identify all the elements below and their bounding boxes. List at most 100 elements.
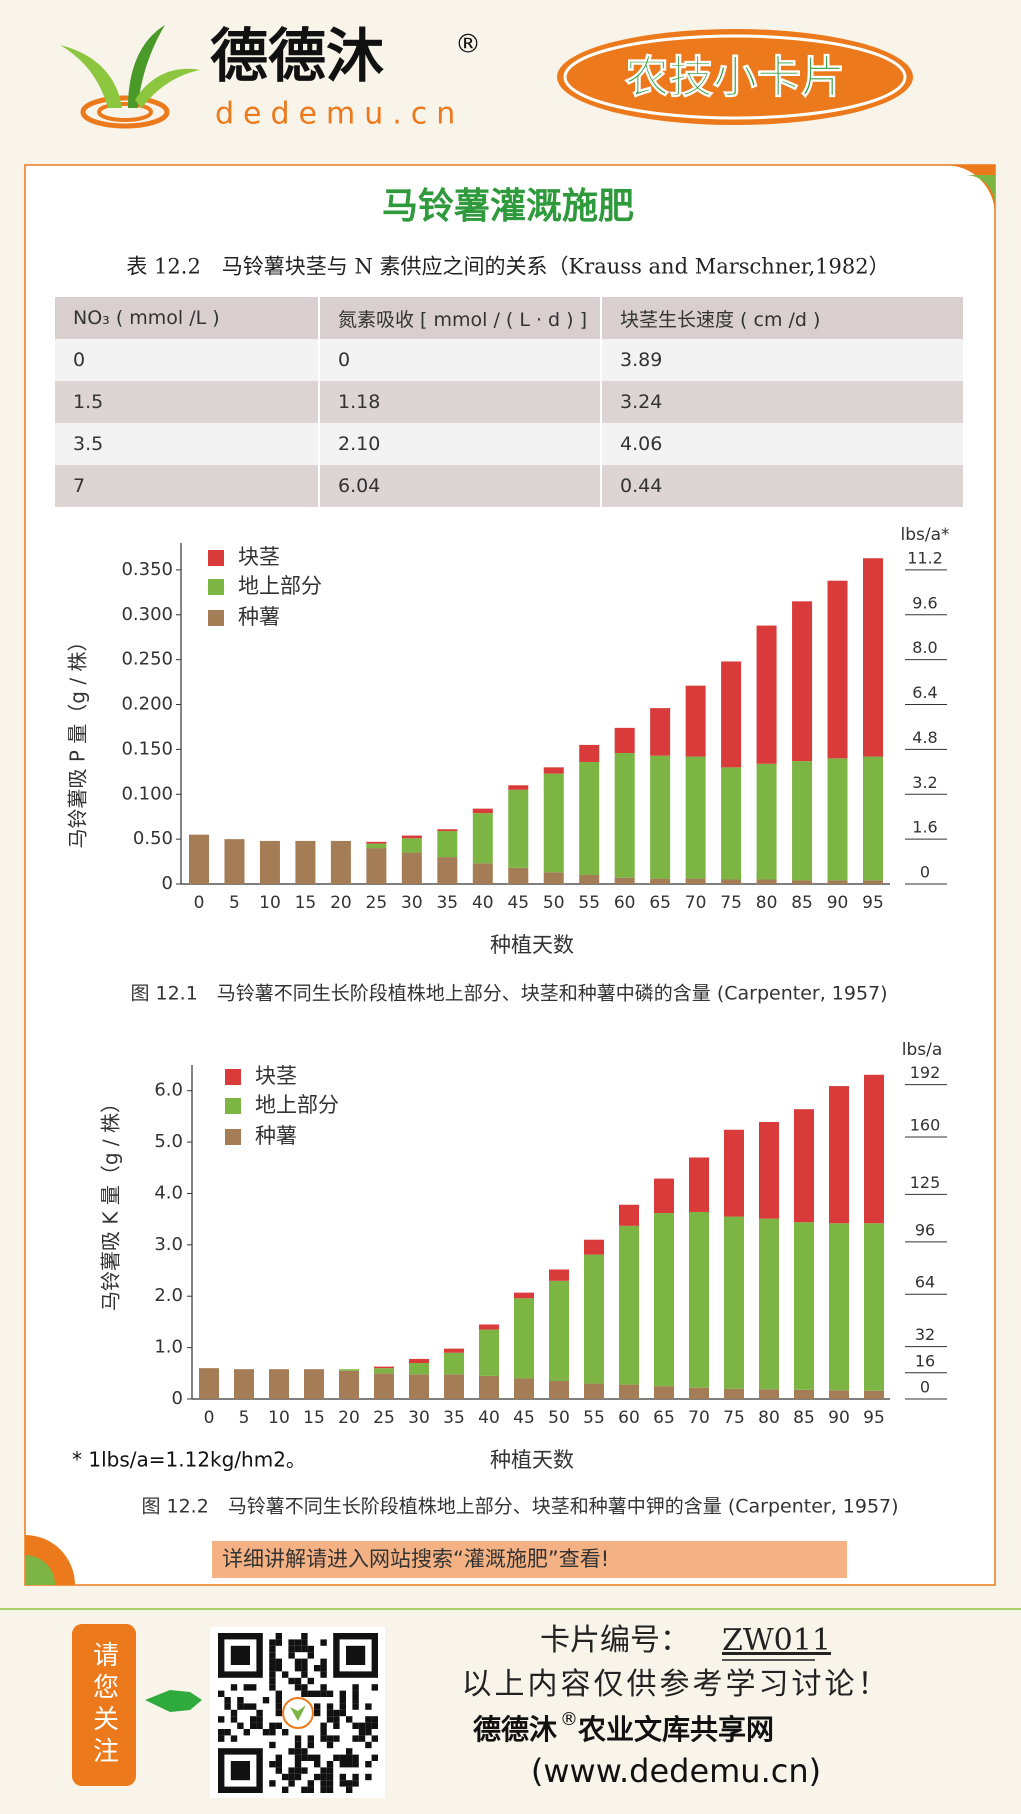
qr-cell (288, 1767, 295, 1774)
bar-segment (759, 1122, 779, 1219)
bar-segment (259, 840, 280, 884)
badge-text: 农技小卡片 (625, 52, 845, 103)
bar-segment (295, 840, 316, 884)
qr-cell (275, 1761, 282, 1768)
qr-cell (320, 1786, 327, 1793)
x-tick-label: 25 (373, 1408, 395, 1428)
table-row: 3.5 2.10 4.06 (53, 423, 963, 465)
qr-cell (326, 1786, 334, 1793)
x-tick-label: 30 (408, 1408, 430, 1428)
x-tick-label: 15 (303, 1408, 325, 1428)
bar-segment (472, 813, 493, 864)
legend-swatch (225, 1069, 241, 1085)
table-row: 7 6.04 0.44 (53, 465, 963, 507)
qr-cell (294, 1639, 302, 1646)
qr-cell (294, 1684, 302, 1691)
qr-cell (224, 1697, 231, 1704)
x-tick-label: 95 (863, 1408, 885, 1428)
url: (www.dedemu.cn) (531, 1752, 821, 1790)
qr-cell (243, 1703, 250, 1710)
qr-cell (269, 1665, 276, 1672)
qr-cell (333, 1722, 340, 1729)
legend-label: 地上部分 (255, 1093, 339, 1117)
bar-segment (614, 727, 635, 753)
qr-cell (294, 1645, 302, 1653)
qr-cell (326, 1735, 334, 1742)
bar-segment (619, 1384, 639, 1399)
y-tick-label: 4.0 (154, 1182, 183, 1203)
x-tick-label: 20 (330, 893, 352, 913)
qr-cell (250, 1703, 257, 1710)
qr-cell (307, 1741, 314, 1749)
bar-segment (444, 1352, 464, 1375)
table-cell: 1.18 (318, 381, 601, 423)
chart-caption: 图 12.2 马铃薯不同生长阶段植株地上部分、块茎和种薯中钾的含量 (Carpe… (141, 1496, 898, 1518)
bar-segment (366, 841, 387, 844)
bar-segment (234, 1369, 254, 1399)
bar-segment (689, 1211, 709, 1388)
bar-segment (508, 867, 529, 884)
legend-swatch (225, 1098, 241, 1114)
column-header: 氮素吸收 [ mmol / ( L · d ) ] (318, 297, 601, 339)
qr-cell (371, 1754, 378, 1761)
qr-cell (294, 1665, 302, 1672)
bar-segment (724, 1388, 744, 1399)
bar-segment (189, 834, 209, 884)
bar-segment (543, 767, 564, 774)
bar-segment (199, 1368, 219, 1399)
y-tick-label: 0.250 (121, 649, 173, 670)
qr-cell (294, 1677, 302, 1685)
qr-cell (269, 1671, 276, 1678)
bar-segment (685, 685, 706, 757)
qr-cell (339, 1697, 346, 1704)
chart-caption: 图 12.1 马铃薯不同生长阶段植株地上部分、块茎和种薯中磷的含量 (Carpe… (130, 983, 887, 1005)
legend-swatch (208, 579, 224, 595)
bar-segment (543, 872, 564, 884)
qr-cell (301, 1748, 308, 1755)
bar-segment (514, 1292, 534, 1299)
follow-wrap: 请您关注 (72, 1624, 136, 1786)
card-title: 马铃薯灌溉施肥 (382, 186, 634, 227)
table-cell: 1.5 (53, 381, 319, 423)
qr-cell (320, 1780, 327, 1787)
qr-cell (301, 1684, 308, 1691)
qr-cell (243, 1684, 250, 1691)
bar-segment (650, 708, 671, 756)
qr-cell (333, 1754, 340, 1761)
bar-segment (479, 1375, 499, 1399)
x-tick-label: 15 (295, 893, 317, 913)
qr-cell (262, 1729, 270, 1736)
x-tick-label: 50 (543, 893, 565, 913)
y2-tick-label: 64 (915, 1273, 935, 1292)
x-tick-label: 55 (583, 1408, 605, 1428)
y-tick-label: 0.350 (121, 559, 173, 580)
table-cell: 3.89 (600, 339, 963, 381)
qr-cell (275, 1722, 282, 1729)
qr-cell (352, 1697, 359, 1704)
x-tick-label: 30 (401, 893, 423, 913)
y2-tick-label: 32 (915, 1325, 935, 1344)
y-tick-label: 0 (172, 1388, 183, 1409)
bar-segment (366, 848, 387, 884)
qr-cell (314, 1665, 321, 1672)
bar-segment (579, 761, 600, 876)
qr-cell (288, 1773, 295, 1781)
qr-cell (218, 1735, 225, 1742)
bar-segment (584, 1254, 604, 1384)
qr-cell (346, 1761, 353, 1768)
bar-segment (479, 1329, 499, 1376)
qr-cell (269, 1652, 276, 1659)
qr-cell (294, 1658, 302, 1665)
bar-segment (374, 1366, 394, 1369)
qr-cell (314, 1754, 321, 1761)
qr-cell (365, 1703, 372, 1710)
card-no: ZW011 (722, 1623, 831, 1658)
qr-cell (333, 1716, 340, 1723)
y2-tick-label: 6.4 (912, 683, 937, 702)
x-axis-label: 种植天数 (490, 933, 574, 957)
table-cell: 3.24 (600, 381, 963, 423)
qr-cell (339, 1754, 346, 1761)
pointer (145, 1690, 202, 1712)
bar-segment (479, 1324, 499, 1330)
table-cell: 6.04 (318, 465, 601, 507)
